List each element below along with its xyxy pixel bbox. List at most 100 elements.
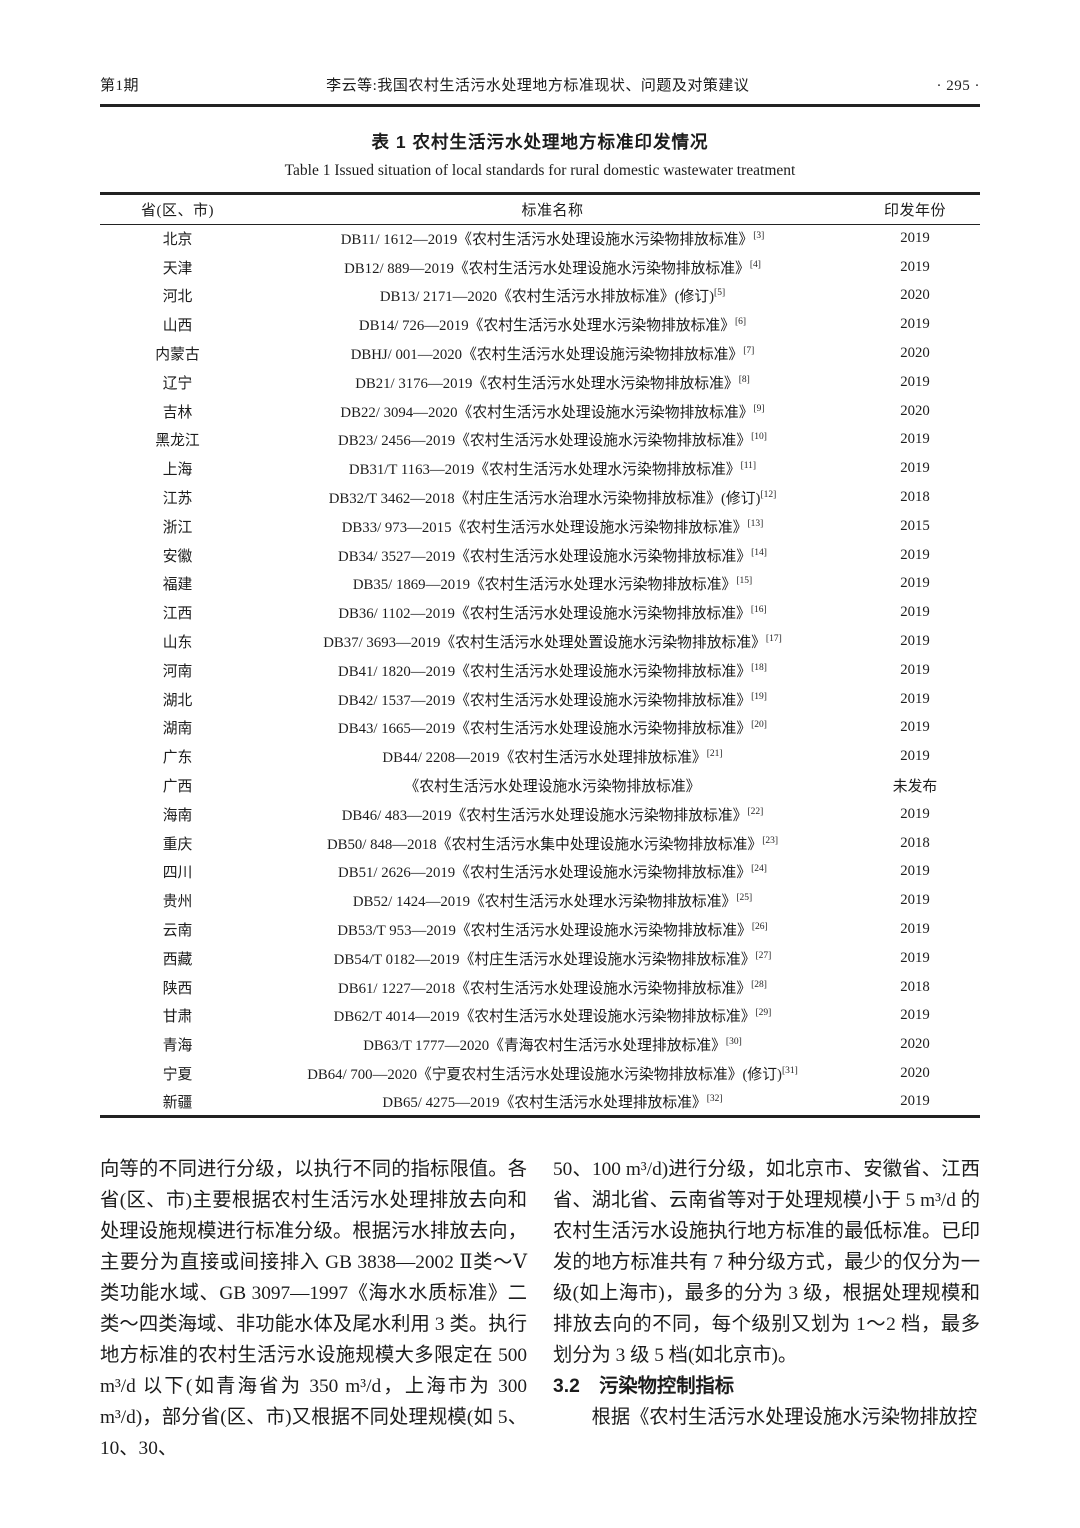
standard-name: DB46/ 483—2019《农村生活污水处理设施水污染物排放标准》 [341,807,748,824]
standards-table: 省(区、市) 标准名称 印发年份 北京 DB11/ 1612—2019《农村生活污… [100,191,980,1119]
standard-name-cell: DB22/ 3094—2020《农村生活污水处理设施水污染物排放标准》[9] [255,397,850,426]
reference-superscript: [4] [749,259,761,270]
province-cell: 山东 [162,635,193,652]
column-header-issue-year: 印发年份 [883,202,946,219]
reference-superscript: [5] [714,288,726,299]
province-cell: 安徽 [162,548,193,565]
table-caption-zh: 表 1 农村生活污水处理地方标准印发情况 [371,131,709,152]
table-row: 辽宁 DB21/ 3176—2019《农村生活污水处理水污染物排放标准》[8] 20… [100,368,980,397]
body-text: 向等的不同进行分级，以执行不同的指标限值。各省(区、市)主要根据农村生活污水处理… [100,1154,980,1464]
issue-year-cell: 未发布 [892,779,938,796]
issue-year-cell: 2019 [900,460,930,477]
reference-superscript: [20] [751,720,767,731]
standard-name: DB14/ 726—2019《农村生活污水处理水污染物排放标准》 [358,318,735,335]
standard-name: DB51/ 2626—2019《农村生活污水处理设施水污染物排放标准》 [338,865,752,882]
table-row: 北京 DB11/ 1612—2019《农村生活污水处理设施水污染物排放标准》[3]… [100,224,980,253]
issue-year-cell: 2020 [900,402,930,419]
standard-name-cell: DB42/ 1537—2019《农村生活污水处理设施水污染物排放标准》[19] [255,685,850,714]
reference-superscript: [8] [738,374,750,385]
reference-superscript: [19] [751,691,767,702]
table-row: 甘肃 DB62/T 4014—2019《农村生活污水处理设施水污染物排放标准》[2… [100,1002,980,1031]
issue-year-cell: 2019 [900,748,930,765]
table-row: 浙江 DB33/ 973—2015《农村生活污水处理设施水污染物排放标准》[13]… [100,512,980,541]
province-cell: 四川 [162,865,193,882]
province-cell: 福建 [162,577,193,594]
province-cell: 湖南 [162,721,193,738]
issue-year-cell: 2018 [900,978,930,995]
issue-year-cell: 2019 [900,863,930,880]
standard-name: DB13/ 2171—2020《农村生活污水排放标准》(修订) [379,289,715,306]
table-row: 湖北 DB42/ 1537—2019《农村生活污水处理设施水污染物排放标准》[19… [100,685,980,714]
province-cell: 吉林 [162,404,193,421]
column-header-standard-name: 标准名称 [521,202,584,219]
issue-year-cell: 2019 [900,921,930,938]
issue-year-cell: 2019 [900,661,930,678]
province-cell: 河北 [162,289,193,306]
province-cell: 西藏 [162,951,193,968]
province-cell: 浙江 [162,519,193,536]
reference-superscript: [29] [755,1008,772,1019]
paragraph-pollutant-control: 根据《农村生活污水处理设施水污染物排放控 [591,1407,978,1429]
standard-name-cell: DB54/T 0182—2019《村庄生活污水处理设施水污染物排放标准》[27] [255,944,850,973]
standard-name: DB61/ 1227—2018《农村生活污水处理设施水污染物排放标准》 [338,980,752,997]
issue-year-cell: 2020 [900,1065,930,1081]
table-row: 内蒙古 DBHJ/ 001—2020《农村生活污水处理设施污染物排放标准》[7] 2… [100,339,980,368]
standard-name: DB54/T 0182—2019《村庄生活污水处理设施水污染物排放标准》 [333,951,756,968]
standard-name-cell: DB51/ 2626—2019《农村生活污水处理设施水污染物排放标准》[24] [255,858,850,887]
paragraph-grading-left: 向等的不同进行分级，以执行不同的指标限值。各省(区、市)主要根据农村生活污水处理… [100,1159,527,1460]
table-row: 福建 DB35/ 1869—2019《农村生活污水处理水污染物排放标准》[15] 2… [100,570,980,599]
standard-name: DB11/ 1612—2019《农村生活污水处理设施水污染物排放标准》 [340,232,754,249]
province-cell: 山西 [162,318,193,335]
reference-superscript: [17] [765,634,782,645]
standard-name-cell: DB53/T 953—2019《农村生活污水处理设施水污染物排放标准》[26] [255,915,850,944]
province-cell: 甘肃 [162,1009,193,1026]
province-cell: 云南 [162,923,193,940]
table-row: 黑龙江 DB23/ 2456—2019《农村生活污水处理设施水污染物排放标准》[1… [100,426,980,455]
province-cell: 海南 [162,807,193,824]
issue-year-cell: 2019 [900,316,930,333]
province-cell: 宁夏 [162,1067,193,1083]
reference-superscript: [13] [747,518,764,529]
reference-superscript: [16] [750,605,767,616]
province-cell: 上海 [162,462,193,479]
issue-year-cell: 2018 [900,834,930,851]
table-row: 贵州 DB52/ 1424—2019《农村生活污水处理水污染物排放标准》[25] 2… [100,886,980,915]
table-row: 江苏 DB32/T 3462—2018《村庄生活污水治理水污染物排放标准》(修订)… [100,483,980,512]
standard-name-cell: DB44/ 2208—2019《农村生活污水处理排放标准》[21] [255,742,850,771]
table-row: 广西 《农村生活污水处理设施水污染物排放标准》 未发布 [100,771,980,800]
standard-name: DB41/ 1820—2019《农村生活污水处理设施水污染物排放标准》 [338,663,752,680]
table-row: 青海 DB63/T 1777—2020《青海农村生活污水处理排放标准》[30] 20… [100,1030,980,1059]
reference-superscript: [3] [753,231,765,242]
issue-year-cell: 2019 [900,373,930,390]
standard-name: DB50/ 848—2018《农村生活污水集中处理设施水污染物排放标准》 [326,836,763,853]
issue-year-cell: 2019 [900,575,930,592]
standard-name-cell: DB62/T 4014—2019《农村生活污水处理设施水污染物排放标准》[29] [255,1002,850,1031]
standard-name-cell: DB52/ 1424—2019《农村生活污水处理水污染物排放标准》[25] [255,886,850,915]
province-cell: 青海 [162,1038,193,1055]
reference-superscript: [7] [743,346,755,357]
table-row: 山西 DB14/ 726—2019《农村生活污水处理水污染物排放标准》[6] 201… [100,310,980,339]
reference-superscript: [28] [751,979,767,990]
standard-name: DB62/T 4014—2019《农村生活污水处理设施水污染物排放标准》 [333,1009,756,1026]
standard-name: DB37/ 3693—2019《农村生活污水处理处置设施水污染物排放标准》 [323,635,766,652]
journal-issue-label: 第1期 [100,78,140,94]
province-cell: 陕西 [162,980,193,997]
province-cell: 黑龙江 [155,433,200,450]
issue-year-cell: 2015 [900,517,930,534]
issue-year-cell: 2019 [900,719,930,736]
table-row: 安徽 DB34/ 3527—2019《农村生活污水处理设施水污染物排放标准》[14… [100,541,980,570]
province-cell: 广西 [162,779,193,796]
province-cell: 贵州 [162,894,193,911]
province-cell: 内蒙古 [155,347,200,364]
body-right-column: 50、100 m³/d)进行分级，如北京市、安徽省、江西省、湖北省、云南省等对于… [553,1154,980,1464]
table-caption-en: Table 1 Issued situation of local standa… [284,161,796,179]
reference-superscript: [15] [736,576,753,587]
standard-name-cell: DB35/ 1869—2019《农村生活污水处理水污染物排放标准》[15] [255,570,850,599]
issue-year-cell: 2019 [900,1093,930,1110]
standard-name-cell: DBHJ/ 001—2020《农村生活污水处理设施污染物排放标准》[7] [255,339,850,368]
table-header-row: 省(区、市) 标准名称 印发年份 [100,193,980,224]
standard-name-cell: DB11/ 1612—2019《农村生活污水处理设施水污染物排放标准》[3] [255,224,850,253]
issue-year-cell: 2018 [900,489,930,506]
standard-name: DB33/ 973—2015《农村生活污水处理设施水污染物排放标准》 [341,519,748,536]
